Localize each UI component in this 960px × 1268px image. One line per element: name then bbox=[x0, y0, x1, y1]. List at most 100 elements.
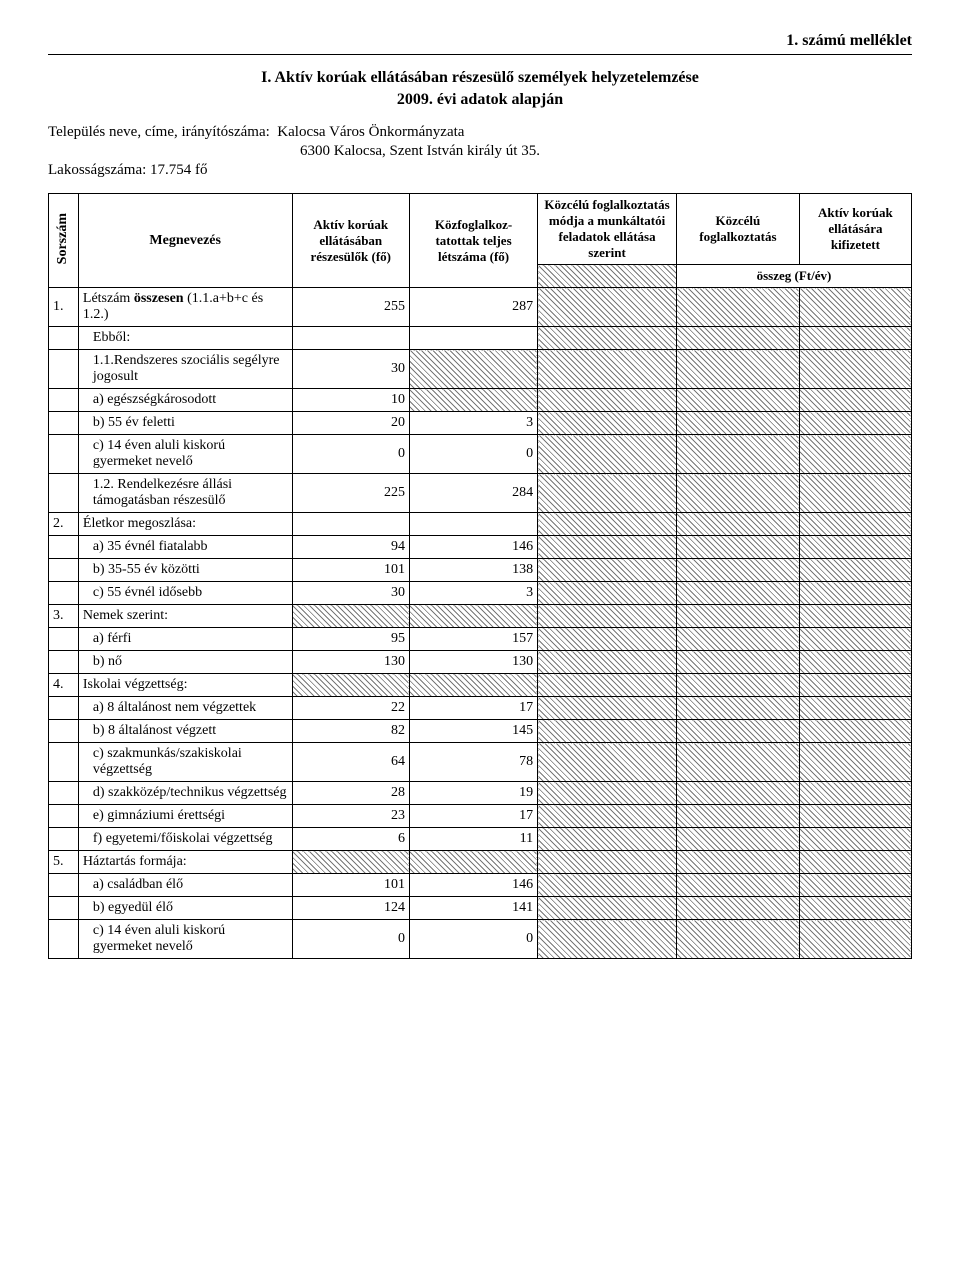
cell-c3 bbox=[538, 782, 677, 805]
cell-c2: 78 bbox=[409, 743, 537, 782]
table-body: 1.Létszám összesen (1.1.a+b+c és 1.2.)25… bbox=[49, 288, 912, 959]
cell-c5 bbox=[799, 920, 911, 959]
cell-c3 bbox=[538, 474, 677, 513]
cell-c4 bbox=[676, 582, 799, 605]
cell-c1: 22 bbox=[292, 697, 409, 720]
cell-c4 bbox=[676, 720, 799, 743]
row-index bbox=[49, 389, 79, 412]
cell-c3 bbox=[538, 327, 677, 350]
cell-c4 bbox=[676, 874, 799, 897]
row-index bbox=[49, 697, 79, 720]
cell-c2: 145 bbox=[409, 720, 537, 743]
table-row: a) 35 évnél fiatalabb94146 bbox=[49, 536, 912, 559]
cell-c5 bbox=[799, 582, 911, 605]
row-index: 5. bbox=[49, 851, 79, 874]
cell-c5 bbox=[799, 435, 911, 474]
cell-c2: 284 bbox=[409, 474, 537, 513]
cell-c5 bbox=[799, 697, 911, 720]
table-row: 4.Iskolai végzettség: bbox=[49, 674, 912, 697]
cell-c1: 30 bbox=[292, 350, 409, 389]
cell-c3 bbox=[538, 389, 677, 412]
cell-c2: 157 bbox=[409, 628, 537, 651]
cell-c3 bbox=[538, 536, 677, 559]
cell-c1: 28 bbox=[292, 782, 409, 805]
appendix-label: 1. számú melléklet bbox=[48, 32, 912, 50]
cell-c5 bbox=[799, 743, 911, 782]
row-label: Háztartás formája: bbox=[78, 851, 292, 874]
col-c3-bottom bbox=[538, 265, 677, 288]
col-osszeg: összeg (Ft/év) bbox=[676, 265, 911, 288]
row-label: Ebből: bbox=[78, 327, 292, 350]
cell-c4 bbox=[676, 628, 799, 651]
cell-c1: 0 bbox=[292, 435, 409, 474]
cell-c3 bbox=[538, 350, 677, 389]
cell-c2 bbox=[409, 851, 537, 874]
cell-c1: 101 bbox=[292, 874, 409, 897]
row-index bbox=[49, 536, 79, 559]
cell-c1 bbox=[292, 513, 409, 536]
cell-c2: 0 bbox=[409, 920, 537, 959]
cell-c2 bbox=[409, 513, 537, 536]
cell-c5 bbox=[799, 674, 911, 697]
row-label: b) 8 általánost végzett bbox=[78, 720, 292, 743]
cell-c4 bbox=[676, 474, 799, 513]
row-index bbox=[49, 474, 79, 513]
cell-c5 bbox=[799, 605, 911, 628]
cell-c2: 0 bbox=[409, 435, 537, 474]
row-index bbox=[49, 743, 79, 782]
row-label: d) szakközép/technikus végzettség bbox=[78, 782, 292, 805]
cell-c2: 11 bbox=[409, 828, 537, 851]
row-label: e) gimnáziumi érettségi bbox=[78, 805, 292, 828]
cell-c1: 64 bbox=[292, 743, 409, 782]
table-row: c) 14 éven aluli kiskorú gyermeket nevel… bbox=[49, 435, 912, 474]
cell-c3 bbox=[538, 805, 677, 828]
settlement-label: Település neve, címe, irányítószáma: bbox=[48, 124, 270, 140]
table-row: c) 55 évnél idősebb303 bbox=[49, 582, 912, 605]
cell-c2 bbox=[409, 327, 537, 350]
row-label: c) 14 éven aluli kiskorú gyermeket nevel… bbox=[78, 920, 292, 959]
settlement-address: 6300 Kalocsa, Szent István király út 35. bbox=[300, 143, 540, 159]
row-index bbox=[49, 828, 79, 851]
cell-c5 bbox=[799, 874, 911, 897]
col-sorszam: Sorszám bbox=[49, 194, 79, 288]
cell-c1: 23 bbox=[292, 805, 409, 828]
cell-c5 bbox=[799, 536, 911, 559]
cell-c1: 255 bbox=[292, 288, 409, 327]
cell-c2: 141 bbox=[409, 897, 537, 920]
cell-c5 bbox=[799, 828, 911, 851]
row-label: b) nő bbox=[78, 651, 292, 674]
row-label: a) férfi bbox=[78, 628, 292, 651]
cell-c5 bbox=[799, 897, 911, 920]
row-index bbox=[49, 412, 79, 435]
table-row: b) 55 év feletti203 bbox=[49, 412, 912, 435]
cell-c5 bbox=[799, 651, 911, 674]
table-row: c) szakmunkás/szakiskolai végzettség6478 bbox=[49, 743, 912, 782]
cell-c2: 17 bbox=[409, 697, 537, 720]
cell-c5 bbox=[799, 628, 911, 651]
cell-c1: 6 bbox=[292, 828, 409, 851]
row-label: a) 8 általánost nem végzettek bbox=[78, 697, 292, 720]
cell-c4 bbox=[676, 435, 799, 474]
cell-c2: 146 bbox=[409, 874, 537, 897]
row-index bbox=[49, 559, 79, 582]
cell-c1: 94 bbox=[292, 536, 409, 559]
cell-c4 bbox=[676, 288, 799, 327]
row-index: 2. bbox=[49, 513, 79, 536]
table-row: b) egyedül élő124141 bbox=[49, 897, 912, 920]
cell-c4 bbox=[676, 805, 799, 828]
cell-c3 bbox=[538, 559, 677, 582]
cell-c3 bbox=[538, 412, 677, 435]
cell-c4 bbox=[676, 851, 799, 874]
cell-c1: 130 bbox=[292, 651, 409, 674]
row-index bbox=[49, 582, 79, 605]
cell-c4 bbox=[676, 743, 799, 782]
cell-c3 bbox=[538, 605, 677, 628]
cell-c3 bbox=[538, 674, 677, 697]
row-index bbox=[49, 897, 79, 920]
cell-c3 bbox=[538, 920, 677, 959]
cell-c3 bbox=[538, 651, 677, 674]
cell-c1 bbox=[292, 851, 409, 874]
row-index bbox=[49, 350, 79, 389]
row-label: 1.2. Rendelkezésre állási támogatásban r… bbox=[78, 474, 292, 513]
row-label: f) egyetemi/főiskolai végzettség bbox=[78, 828, 292, 851]
